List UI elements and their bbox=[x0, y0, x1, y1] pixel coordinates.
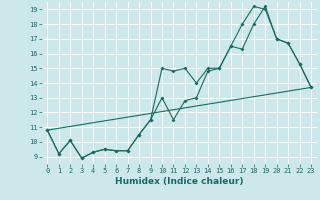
X-axis label: Humidex (Indice chaleur): Humidex (Indice chaleur) bbox=[115, 177, 244, 186]
